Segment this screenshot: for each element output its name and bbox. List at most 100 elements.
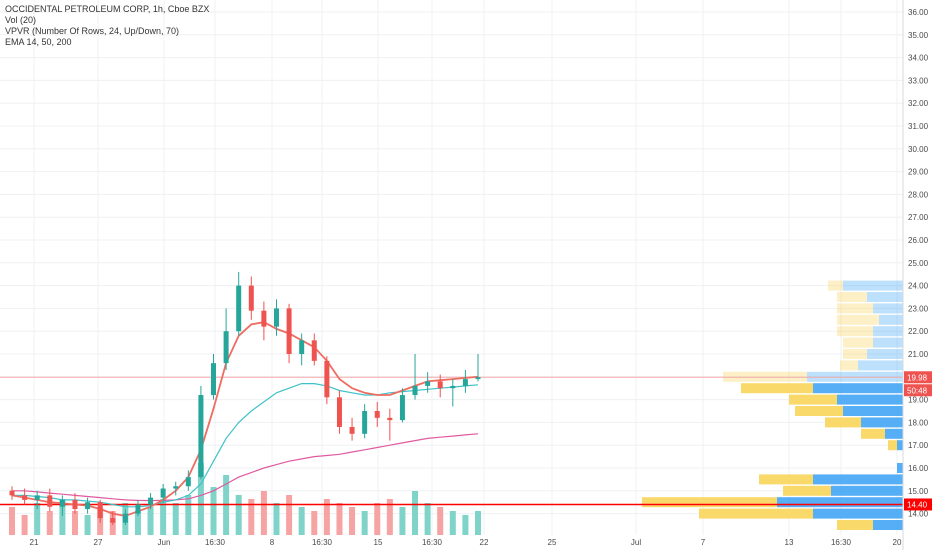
x-tick-label: 22 (480, 538, 489, 547)
y-tick-label: 32.00 (908, 99, 929, 108)
candlesticks (9, 271, 481, 525)
volume-bar (273, 503, 280, 535)
candle-body (261, 310, 267, 327)
y-tick-label: 21.00 (908, 350, 929, 359)
y-tick-label: 33.00 (908, 76, 929, 85)
vpvr-up-bar (867, 349, 903, 359)
vpvr-up-bar (813, 474, 903, 485)
legend-vpvr[interactable]: VPVR (Number Of Rows, 24, Up/Down, 70) (5, 26, 180, 36)
volume-bar (134, 511, 141, 535)
candle-body (185, 477, 191, 487)
candle-body (110, 518, 116, 523)
candle-body (273, 308, 279, 327)
candle-body (223, 331, 229, 364)
candle-body (324, 360, 330, 398)
vpvr-up-bar (777, 497, 903, 508)
time-axis: 21 27 Jun 16:30 8 16:30 15 16:30 22 25 Jul 7 13 16:30… (30, 538, 902, 547)
candle-body (336, 397, 342, 427)
volume-bar (462, 515, 469, 535)
vpvr-down-bar (837, 520, 873, 530)
candle-body (160, 488, 166, 498)
volume-bar (412, 491, 419, 535)
vpvr-up-bar (813, 383, 903, 394)
volume-bar (21, 515, 28, 535)
vpvr-up-bar (873, 337, 903, 348)
y-tick-label: 15.00 (908, 487, 929, 496)
y-tick-label: 25.00 (908, 259, 929, 268)
vpvr-up-bar (867, 292, 903, 302)
volume-bar (286, 495, 293, 535)
y-tick-label: 22.00 (908, 327, 929, 336)
vpvr-down-bar (840, 360, 858, 371)
candle-body (85, 502, 91, 510)
vpvr-up-bar (813, 508, 903, 519)
x-tick-label: 27 (94, 538, 103, 547)
candle-body (148, 497, 154, 505)
candle-body (198, 395, 204, 478)
x-tick-label: 21 (30, 538, 39, 547)
volume-bar (437, 507, 444, 535)
legend-symbol[interactable]: OCCIDENTAL PETROLEUM CORP, 1h, Cboe BZX (5, 4, 210, 14)
candle-body (47, 495, 53, 507)
x-tick-label: 15 (374, 538, 383, 547)
x-tick-label: Jul (631, 538, 641, 547)
candle-body (349, 426, 355, 434)
x-tick-label: 25 (548, 538, 557, 547)
bar-countdown-tag-bg (904, 384, 932, 397)
candle-body (299, 340, 305, 354)
volume-bar (260, 491, 267, 535)
volume-bar (197, 463, 204, 535)
level-price-tag-bg (904, 498, 932, 511)
volume-bar (374, 503, 381, 535)
candle-body (173, 486, 179, 489)
candle-body (286, 308, 292, 354)
y-tick-label: 29.00 (908, 168, 929, 177)
candle-body (362, 411, 368, 434)
price-axis: 36.00 35.00 34.00 33.00 32.00 31.00 30.00 29.00… (902, 0, 929, 550)
legend-ema[interactable]: EMA 14, 50, 200 (5, 37, 72, 47)
volume-bar (185, 495, 192, 535)
candle-body (248, 285, 254, 311)
volume-bars (9, 463, 481, 535)
vpvr-up-bar (861, 417, 903, 428)
legend-volume[interactable]: Vol (20) (5, 15, 37, 25)
ema-lines (11, 321, 479, 517)
vpvr-up-bar (873, 520, 903, 530)
ema14-line (11, 321, 479, 517)
volume-bar (84, 515, 91, 535)
candle-body (450, 385, 456, 389)
level-price-tag: 14.40 (907, 500, 928, 509)
candle-body (236, 285, 242, 332)
volume-bar (361, 511, 368, 535)
candle-body (211, 363, 217, 396)
y-tick-label: 31.00 (908, 122, 929, 131)
vpvr-down-bar (888, 440, 897, 451)
candle-body (387, 417, 393, 421)
x-tick-label: Jun (158, 538, 171, 547)
candle-body (59, 499, 65, 507)
vpvr-down-bar (642, 497, 777, 508)
y-tick-label: 14.00 (908, 510, 929, 519)
y-tick-label: 23.00 (908, 304, 929, 313)
vpvr-down-bar (837, 303, 873, 314)
volume-bar (147, 507, 154, 535)
y-tick-label: 27.00 (908, 213, 929, 222)
candle-body (437, 381, 443, 389)
x-tick-label: 16:30 (422, 538, 443, 547)
volume-bar (311, 511, 318, 535)
vpvr-down-bar (837, 314, 879, 325)
candle-body (72, 499, 78, 510)
vpvr-up-bar (873, 326, 903, 337)
vpvr-up-bar (879, 314, 903, 325)
chart-legend: OCCIDENTAL PETROLEUM CORP, 1h, Cboe BZX … (5, 4, 209, 48)
vpvr-up-bar (858, 360, 903, 371)
volume-bar (424, 503, 431, 535)
y-tick-label: 30.00 (908, 145, 929, 154)
candle-body (22, 495, 28, 500)
candle-body (475, 377, 481, 380)
volume-bar (160, 499, 167, 535)
price-tags: 19.98 50:48 14.40 (904, 371, 932, 511)
candle-body (412, 385, 418, 396)
vpvr-down-bar (741, 383, 813, 394)
